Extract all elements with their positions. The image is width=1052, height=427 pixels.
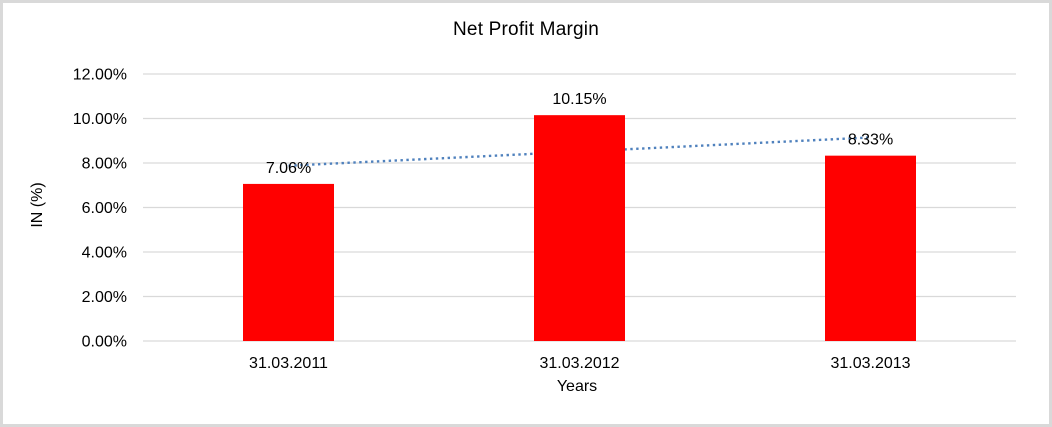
y-tick-label: 2.00% <box>82 289 127 306</box>
x-tick-label: 31.03.2011 <box>249 355 328 372</box>
bar-value-label: 10.15% <box>552 91 606 108</box>
y-tick-label: 6.00% <box>82 200 127 217</box>
bar <box>534 115 625 341</box>
chart-plot-area: 0.00% 2.00% 4.00% 6.00% 8.00% 10.00% 12.00% 7.0… <box>73 67 1016 372</box>
y-tick-label: 4.00% <box>82 245 127 262</box>
x-tick-label: 31.03.2013 <box>830 355 910 372</box>
y-tick-label: 10.00% <box>73 111 127 128</box>
x-axis-title: Years <box>556 378 598 395</box>
bar <box>243 183 334 341</box>
x-tick-label: 31.03.2012 <box>539 355 619 372</box>
bar <box>825 155 916 341</box>
y-tick-label: 12.00% <box>73 67 127 84</box>
bar-value-label: 8.33% <box>848 132 893 149</box>
bar-value-label: 7.06% <box>266 160 311 177</box>
y-tick-label: 0.00% <box>82 334 127 351</box>
chart-title: Net Profit Margin <box>453 19 599 40</box>
y-tick-label: 8.00% <box>82 156 127 173</box>
